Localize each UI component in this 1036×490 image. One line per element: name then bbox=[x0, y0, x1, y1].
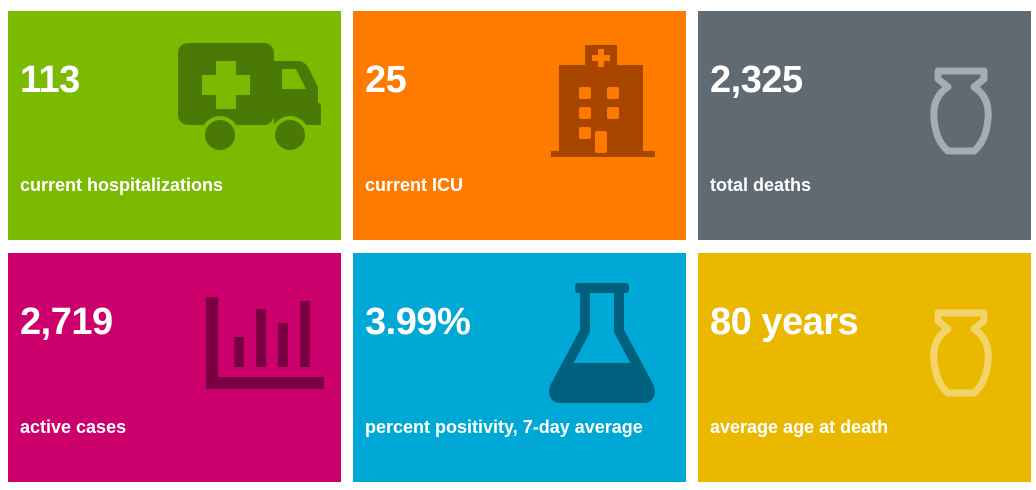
stat-value: 3.99% bbox=[365, 301, 471, 343]
hospital-icon bbox=[551, 45, 655, 161]
stat-value: 2,719 bbox=[20, 301, 113, 343]
stat-label: percent positivity, 7-day average bbox=[365, 417, 643, 437]
stat-tile-hospitalizations: 113 current hospitalizations bbox=[8, 11, 341, 240]
stat-label: active cases bbox=[20, 417, 127, 437]
stat-label: current hospitalizations bbox=[20, 175, 224, 195]
stat-value: 113 bbox=[20, 59, 80, 101]
urn-icon bbox=[930, 309, 992, 397]
bar-chart-icon bbox=[206, 297, 324, 389]
stat-value: 80 years bbox=[710, 301, 859, 343]
stat-label: average age at death bbox=[710, 417, 889, 437]
stat-label: current ICU bbox=[365, 175, 464, 195]
stat-tile-average-age: 80 years average age at death bbox=[698, 253, 1031, 482]
stat-tile-active-cases: 2,719 active cases bbox=[8, 253, 341, 482]
flask-icon bbox=[549, 283, 655, 403]
stat-label: total deaths bbox=[710, 175, 812, 195]
ambulance-icon bbox=[178, 43, 323, 155]
stat-tile-positivity: 3.99% percent positivity, 7-day average bbox=[353, 253, 686, 482]
stat-tile-deaths: 2,325 total deaths bbox=[698, 11, 1031, 240]
stat-tile-icu: 25 current ICU bbox=[353, 11, 686, 240]
urn-icon bbox=[930, 67, 992, 155]
stat-value: 25 bbox=[365, 59, 407, 101]
stat-value: 2,325 bbox=[710, 59, 803, 101]
